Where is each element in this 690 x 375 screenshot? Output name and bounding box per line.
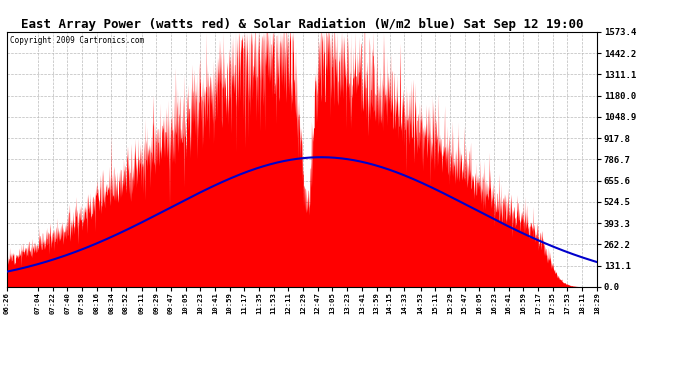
Text: Copyright 2009 Cartronics.com: Copyright 2009 Cartronics.com <box>10 36 144 45</box>
Title: East Array Power (watts red) & Solar Radiation (W/m2 blue) Sat Sep 12 19:00: East Array Power (watts red) & Solar Rad… <box>21 18 583 31</box>
